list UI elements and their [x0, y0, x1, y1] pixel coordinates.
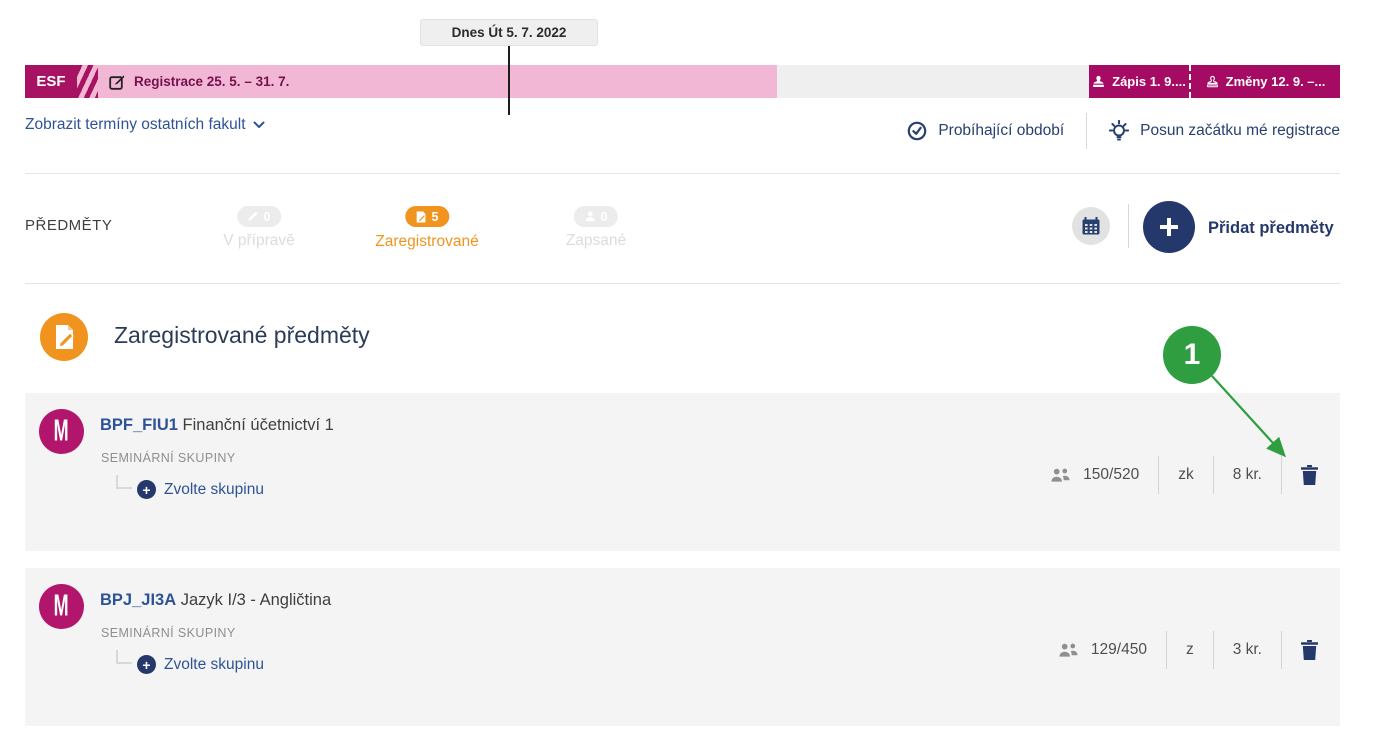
muni-avatar: M	[39, 409, 84, 454]
stamp-icon	[1093, 75, 1105, 87]
tab-badge: 0	[236, 206, 281, 227]
course-name: Jazyk I/3 - Angličtina	[180, 591, 332, 609]
faculty-badge: ESF	[25, 65, 77, 98]
divider-tabs-bottom	[25, 283, 1340, 284]
tab-zapsane[interactable]: 0 Zapsané	[566, 206, 626, 250]
credits-value: 8 kr.	[1232, 466, 1262, 483]
choose-group-label: Zvolte skupinu	[164, 655, 264, 673]
seminar-groups-label: SEMINÁRNÍ SKUPINY	[101, 626, 236, 640]
today-date-tooltip: Dnes Út 5. 7. 2022	[420, 19, 598, 46]
calendar-icon	[1082, 217, 1100, 235]
annotation-arrow	[1211, 375, 1286, 458]
show-other-faculties-link[interactable]: Zobrazit termíny ostatních fakult	[25, 116, 265, 134]
add-courses-button[interactable]	[1143, 201, 1195, 253]
timeline-gap-segment	[777, 65, 1089, 98]
tab-label: V přípravě	[223, 232, 295, 249]
edit-icon	[109, 74, 125, 90]
plus-circle-icon: +	[137, 480, 156, 499]
capacity-value: 150/520	[1083, 466, 1140, 483]
calendar-button[interactable]	[1072, 207, 1110, 245]
tab-badge: 0	[573, 206, 618, 227]
add-courses-label[interactable]: Přidat předměty	[1208, 219, 1334, 237]
tab-v-priprave[interactable]: 0 V přípravě	[223, 206, 295, 250]
plus-icon	[1160, 218, 1178, 236]
today-marker-line	[508, 46, 510, 115]
choose-group-label: Zvolte skupinu	[164, 480, 264, 498]
tab-badge: 5	[404, 206, 449, 227]
toolbar-divider	[1128, 204, 1129, 248]
exam-type: z	[1185, 641, 1194, 658]
registered-courses-icon	[40, 313, 88, 361]
tab-count: 5	[431, 209, 439, 224]
course-code-link[interactable]: BPJ_JI3A	[100, 591, 177, 609]
course-row: M BPF_FIU1 Finanční účetnictví 1 SEMINÁR…	[25, 393, 1340, 551]
capacity-value: 129/450	[1090, 641, 1147, 658]
timeline-stripes	[77, 65, 98, 98]
people-icon	[1051, 468, 1070, 482]
lightbulb-icon	[1109, 120, 1130, 141]
course-title: BPF_FIU1 Finanční účetnictví 1	[100, 416, 334, 435]
divider-top	[25, 173, 1340, 174]
note-pencil-icon	[416, 211, 427, 222]
registration-period-segment[interactable]: Registrace 25. 5. – 31. 7.	[98, 65, 777, 98]
zmeny-period-label: Změny 12. 9. –...	[1225, 74, 1326, 89]
trash-icon	[1301, 640, 1318, 660]
chevron-down-icon	[253, 121, 265, 128]
shift-registration-item[interactable]: Posun začátku mé registrace	[1109, 120, 1340, 142]
tab-count: 0	[600, 209, 608, 224]
registration-period-label: Registrace 25. 5. – 31. 7.	[134, 74, 290, 89]
muni-avatar: M	[39, 584, 84, 629]
plus-circle-icon: +	[137, 655, 156, 674]
document-pencil-icon	[56, 325, 74, 349]
pencil-icon	[248, 211, 258, 222]
course-title: BPJ_JI3A Jazyk I/3 - Angličtina	[100, 591, 331, 610]
tab-label: Zaregistrované	[375, 232, 479, 250]
choose-group-link[interactable]: + Zvolte skupinu	[137, 480, 264, 499]
course-code-link[interactable]: BPF_FIU1	[100, 416, 178, 434]
tree-connector	[116, 475, 132, 489]
status-toolbar: Probíhající období Posun začátku mé regi…	[907, 112, 1340, 150]
zmeny-period-segment[interactable]: Změny 12. 9. –...	[1189, 65, 1340, 98]
show-other-faculties-label: Zobrazit termíny ostatních fakult	[25, 116, 246, 133]
annotation-number: 1	[1183, 338, 1201, 371]
avatar-letter: M	[53, 589, 69, 623]
seminar-groups-label: SEMINÁRNÍ SKUPINY	[101, 451, 236, 465]
people-icon	[1059, 643, 1078, 657]
stamp-outline-icon	[1206, 75, 1218, 88]
annotation-step-1: 1	[1163, 326, 1221, 384]
meta-divider	[1165, 631, 1167, 669]
meta-divider	[1158, 456, 1160, 494]
clock-check-icon	[908, 121, 927, 141]
tab-count: 0	[263, 209, 271, 224]
course-row: M BPJ_JI3A Jazyk I/3 - Angličtina SEMINÁ…	[25, 568, 1340, 726]
meta-divider	[1212, 456, 1214, 494]
ongoing-period-item[interactable]: Probíhající období	[907, 121, 1064, 141]
page-title: Zaregistrované předměty	[114, 322, 370, 348]
course-meta: 129/450 z 3 kr.	[1059, 630, 1318, 670]
status-divider	[1086, 113, 1088, 149]
trash-icon	[1301, 465, 1318, 485]
tree-connector	[116, 650, 132, 664]
zapis-period-segment[interactable]: Zápis 1. 9....	[1089, 65, 1189, 98]
tab-label: Zapsané	[565, 232, 627, 249]
delete-course-button[interactable]	[1301, 640, 1318, 660]
shift-registration-label: Posun začátku mé registrace	[1140, 122, 1340, 139]
delete-course-button[interactable]	[1301, 465, 1318, 485]
exam-type: zk	[1178, 466, 1194, 483]
course-name: Finanční účetnictví 1	[182, 416, 334, 434]
predmety-section-label: PŘEDMĚTY	[25, 217, 113, 234]
meta-divider	[1281, 631, 1282, 669]
ongoing-period-label: Probíhající období	[938, 122, 1065, 139]
tab-zaregistrovane[interactable]: 5 Zaregistrované	[375, 206, 479, 251]
meta-divider	[1212, 631, 1214, 669]
person-icon	[585, 211, 595, 222]
credits-value: 3 kr.	[1232, 641, 1262, 658]
period-timeline: ESF Registrace 25. 5. – 31. 7. Zápis 1. …	[25, 65, 1340, 98]
choose-group-link[interactable]: + Zvolte skupinu	[137, 655, 264, 674]
avatar-letter: M	[53, 414, 69, 448]
course-meta: 150/520 zk 8 kr.	[1051, 455, 1318, 495]
meta-divider	[1281, 456, 1282, 494]
zapis-period-label: Zápis 1. 9....	[1112, 74, 1186, 89]
